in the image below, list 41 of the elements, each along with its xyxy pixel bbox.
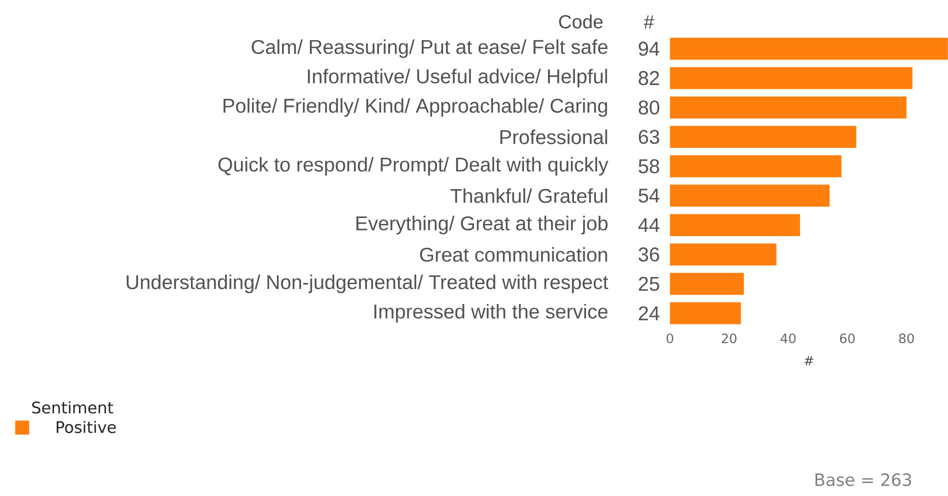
text: Base = 263 [816, 473, 912, 486]
bar [670, 184, 830, 207]
data-label: 54 [638, 188, 660, 203]
bar [670, 272, 744, 295]
y-tick-label: Polite/ Friendly/ Kind/ Approachable/ Caring [224, 98, 608, 117]
bar [670, 96, 906, 119]
bar [670, 126, 856, 148]
y-tick-label: Great communication [420, 247, 608, 262]
x-tick-label: 80 [899, 334, 914, 344]
data-label: 58 [638, 159, 660, 174]
y-tick-label: Understanding/ Non-judgemental/ Treated with respect [126, 274, 608, 294]
y-axis-title: Code [559, 14, 603, 29]
bar [670, 302, 741, 324]
text: # [644, 16, 654, 29]
y-tick-label: Impressed with the service [374, 304, 608, 323]
data-label: 80 [638, 100, 660, 115]
y-tick-label: Informative/ Useful advice/ Helpful [308, 68, 608, 88]
bar [670, 244, 776, 266]
x-tick-label: 60 [840, 334, 855, 344]
data-label: 94 [638, 42, 660, 56]
data-label: 44 [638, 218, 660, 232]
data-label: 82 [638, 71, 660, 86]
bar [670, 155, 842, 178]
bar [670, 67, 912, 90]
y-tick-label: Calm/ Reassuring/ Put at ease/ Felt safe [252, 39, 608, 58]
data-label: 24 [638, 306, 660, 320]
x-axis-title: # [804, 356, 814, 366]
bar [670, 214, 800, 236]
data-label: 63 [638, 130, 660, 144]
bar [670, 38, 948, 60]
y-tick-label: Everything/ Great at their job [356, 216, 608, 234]
legend-label: Positive [56, 420, 116, 434]
data-label: 36 [638, 247, 660, 262]
y-tick-label: Thankful/ Grateful [450, 188, 608, 204]
y-tick-label: Quick to respond/ Prompt/ Dealt with quickly [218, 157, 608, 176]
data-label: 25 [638, 276, 660, 291]
x-tick-label: 0 [666, 334, 674, 344]
x-tick-label: 20 [722, 334, 736, 344]
legend-title: Sentiment [32, 401, 114, 414]
x-tick-label: 40 [780, 334, 796, 344]
y-tick-label: Professional [500, 130, 608, 144]
